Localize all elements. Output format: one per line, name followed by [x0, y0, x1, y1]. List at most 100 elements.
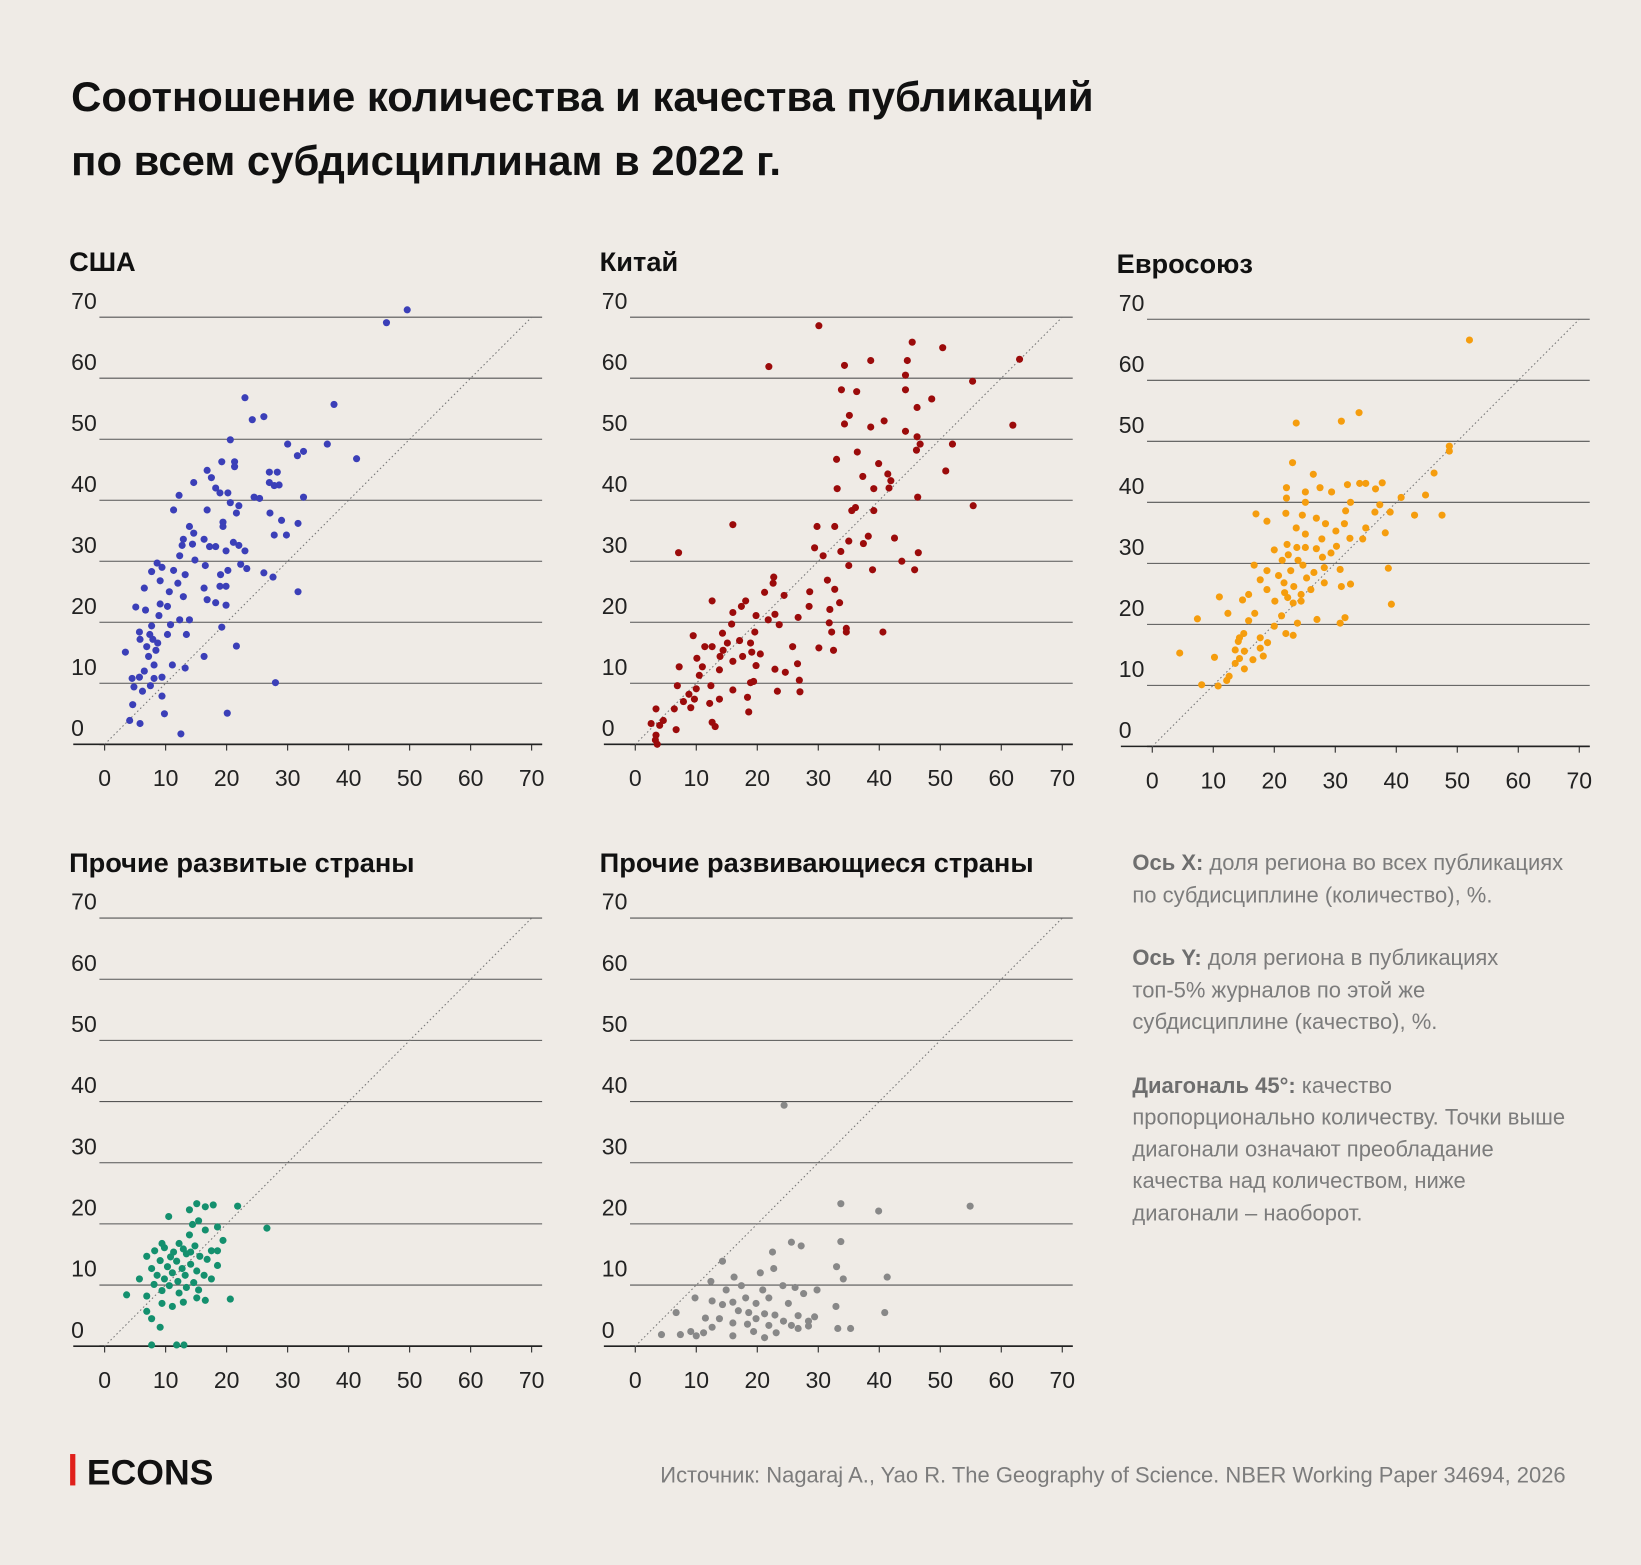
point — [672, 1309, 680, 1317]
point — [269, 573, 277, 581]
point — [185, 522, 194, 531]
point — [1301, 498, 1309, 506]
point — [158, 1286, 166, 1295]
point — [1346, 534, 1354, 542]
point — [173, 1341, 181, 1349]
point — [165, 1212, 173, 1221]
x-tick-label: 50 — [927, 1367, 953, 1393]
point — [693, 654, 701, 662]
point — [657, 1331, 666, 1339]
point — [179, 1298, 187, 1306]
point — [1289, 599, 1297, 607]
point — [1320, 564, 1328, 572]
point — [914, 493, 922, 501]
point — [226, 1295, 234, 1303]
point — [752, 1315, 760, 1323]
y-tick-label: 30 — [71, 532, 97, 558]
point — [179, 1245, 187, 1253]
point — [193, 1200, 201, 1208]
point — [880, 417, 888, 425]
point — [1282, 629, 1290, 638]
point — [168, 1302, 176, 1311]
point — [772, 1329, 780, 1337]
x-tick-label: 50 — [1444, 767, 1470, 793]
point — [250, 493, 258, 501]
point — [787, 1238, 795, 1246]
point — [1316, 484, 1324, 492]
point — [207, 1275, 215, 1283]
point — [653, 740, 661, 748]
y-tick-label: 70 — [1119, 290, 1145, 316]
point — [178, 541, 186, 549]
point — [708, 1297, 716, 1305]
point — [698, 663, 706, 671]
point — [1318, 553, 1327, 561]
point — [203, 466, 211, 474]
point — [840, 420, 849, 428]
point — [1293, 543, 1301, 552]
point — [129, 701, 137, 709]
point — [229, 538, 237, 546]
y-tick-label: 30 — [602, 1133, 628, 1159]
point — [1284, 593, 1292, 602]
point — [263, 1224, 271, 1232]
point — [701, 643, 709, 651]
y-tick-label: 0 — [602, 715, 615, 741]
point — [1263, 586, 1271, 594]
x-tick-label: 70 — [1566, 767, 1592, 793]
point — [382, 319, 391, 327]
point — [190, 1279, 198, 1287]
point — [1312, 514, 1320, 522]
point — [828, 628, 836, 636]
point — [789, 643, 797, 651]
point — [203, 1255, 211, 1263]
x-tick-label: 30 — [275, 1367, 301, 1393]
point — [163, 602, 172, 610]
point — [1387, 600, 1395, 608]
point — [1231, 659, 1239, 667]
point — [770, 1264, 778, 1273]
y-tick-label: 0 — [71, 715, 84, 741]
point — [1249, 656, 1257, 664]
point — [715, 695, 723, 703]
point — [819, 552, 827, 560]
point — [1198, 681, 1206, 689]
point — [761, 1334, 769, 1342]
point — [708, 1323, 716, 1331]
point — [687, 1327, 695, 1336]
point — [771, 1311, 779, 1319]
point — [840, 361, 849, 369]
point — [1016, 355, 1024, 363]
point — [353, 455, 361, 463]
point — [1337, 417, 1345, 425]
point — [832, 1302, 840, 1311]
title-line: по всем субдисциплинам в 2022 г. — [71, 137, 781, 184]
x-tick-label: 10 — [1200, 767, 1226, 793]
point — [796, 688, 804, 696]
point — [912, 446, 921, 454]
point — [185, 616, 194, 624]
point — [1312, 545, 1320, 553]
point — [1214, 682, 1222, 690]
point — [1320, 579, 1328, 587]
point — [1263, 639, 1272, 647]
y-tick-label: 60 — [602, 950, 628, 976]
point — [1371, 485, 1380, 493]
point — [138, 687, 147, 695]
point — [1252, 510, 1260, 518]
point — [833, 485, 841, 493]
x-tick-label: 60 — [988, 1367, 1014, 1393]
panel: США 0 10 20 30 40 50 60 70 0 10 20 30 40 50 60 70 — [69, 246, 544, 791]
point — [742, 1294, 750, 1302]
point — [150, 1280, 158, 1288]
point — [200, 652, 208, 660]
point — [908, 338, 916, 346]
point — [679, 698, 688, 706]
point — [870, 507, 878, 515]
point — [845, 561, 853, 570]
point — [207, 474, 215, 482]
point — [175, 1289, 183, 1297]
point — [1430, 469, 1438, 477]
point — [1307, 586, 1315, 594]
